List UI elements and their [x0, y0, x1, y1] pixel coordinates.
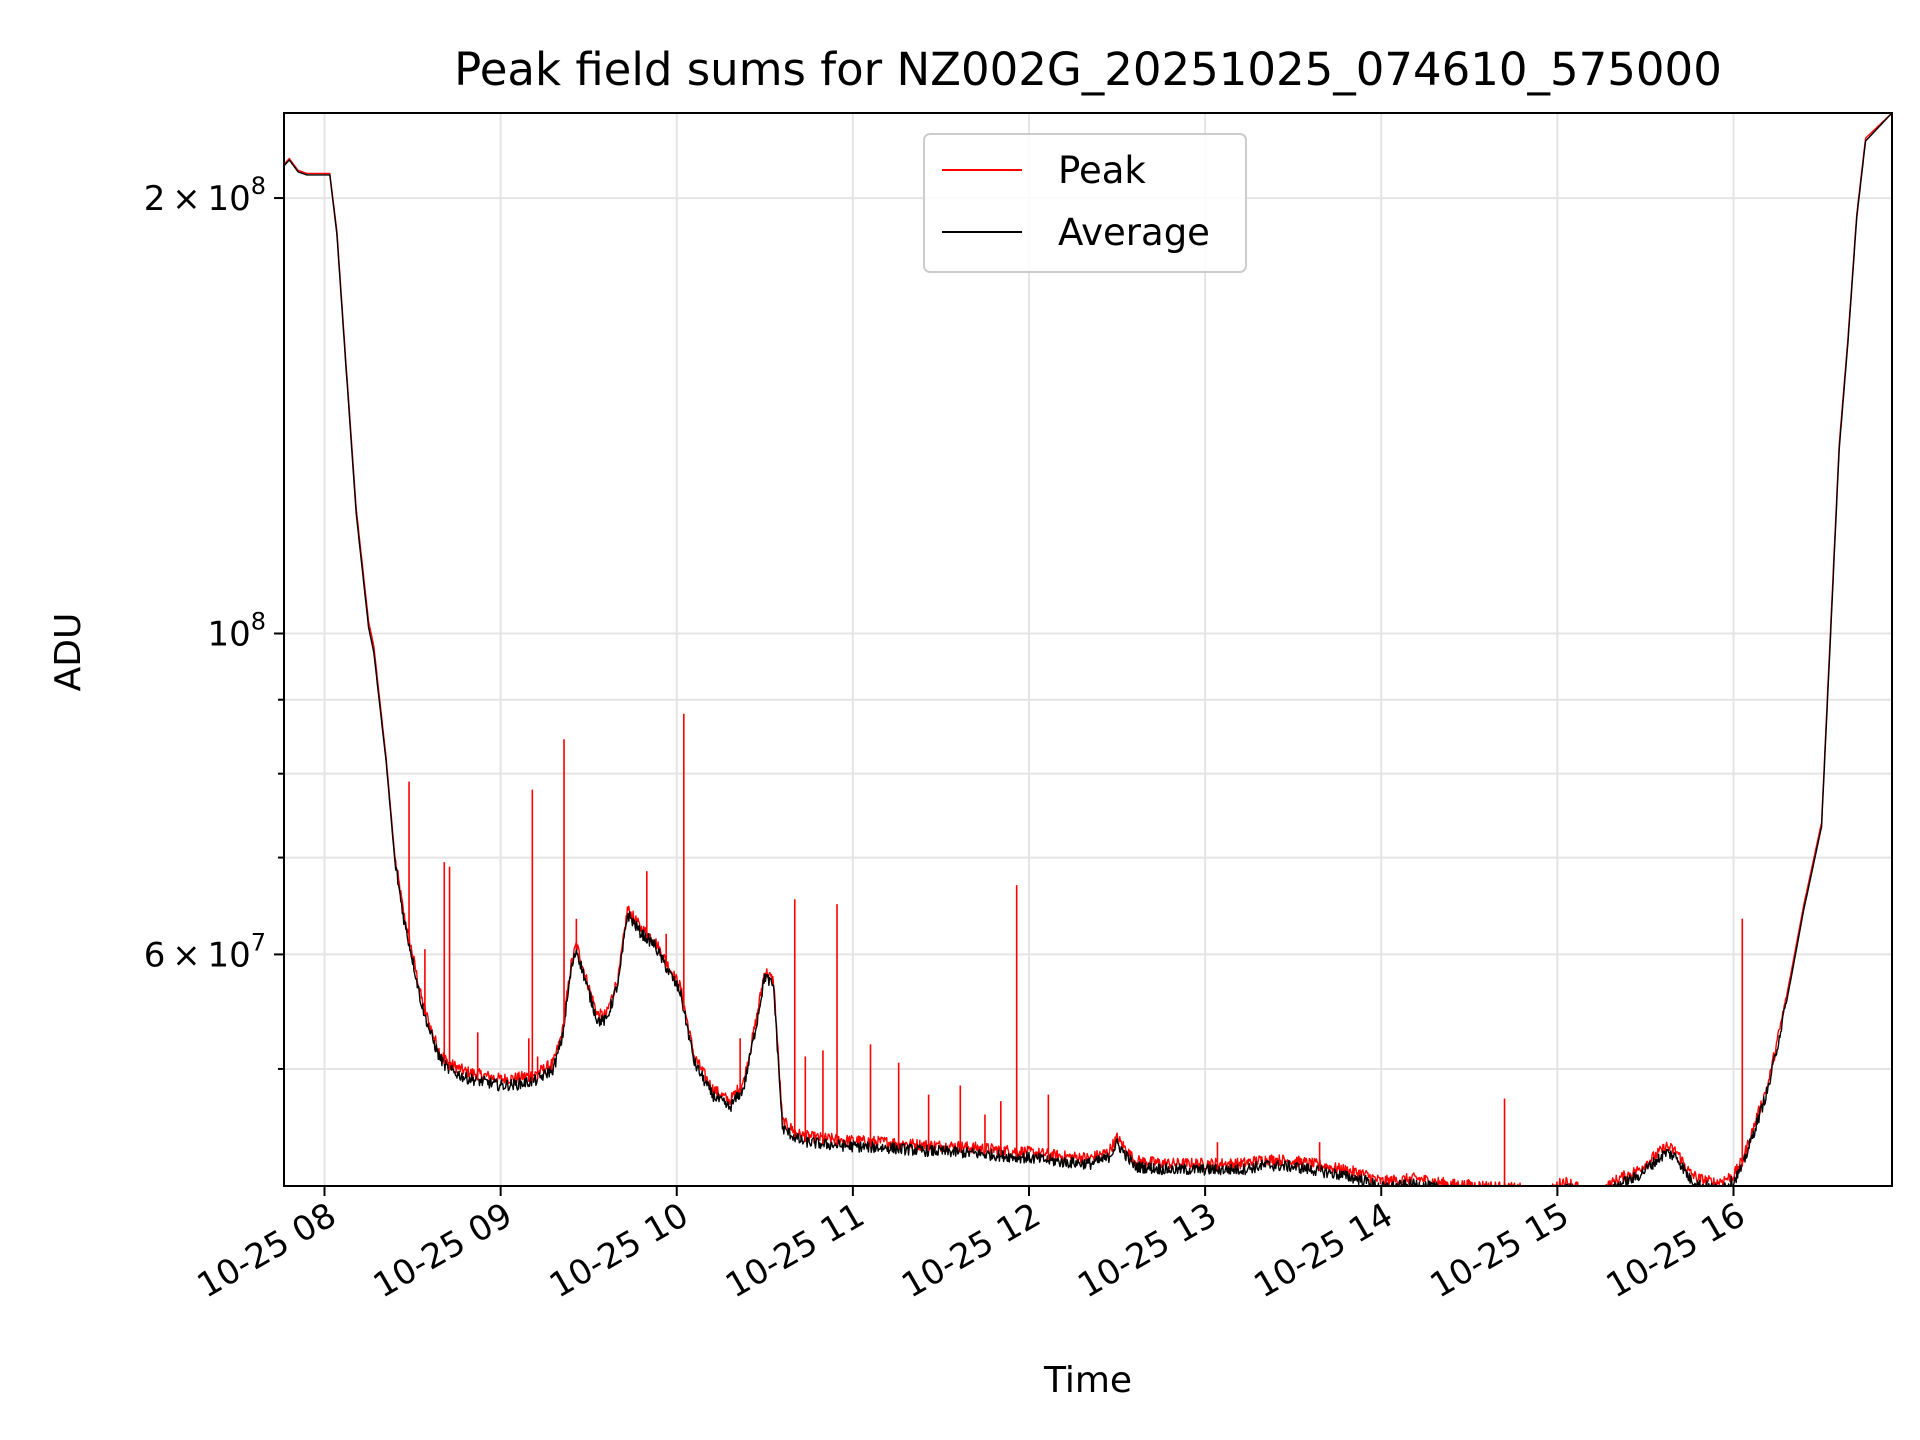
x-axis-label: Time: [1043, 1360, 1132, 1401]
legend: Peak Average: [923, 133, 1247, 273]
series-average-line: [284, 113, 1892, 1186]
plot-area: [284, 113, 1892, 1186]
legend-peak-label: Peak: [1058, 149, 1146, 192]
y-tick-label: 108: [207, 608, 266, 655]
y-axis: 2 × 108 108 6 × 107: [144, 172, 284, 1070]
chart-title: Peak field sums for NZ002G_20251025_0746…: [454, 43, 1722, 96]
y-axis-label: ADU: [48, 613, 89, 692]
y-tick-label: 6 × 107: [144, 928, 266, 975]
legend-box: [923, 133, 1247, 273]
legend-average-label: Average: [1058, 211, 1210, 254]
y-tick-label: 2 × 108: [144, 172, 266, 219]
axes-frame: [283, 112, 1893, 1187]
